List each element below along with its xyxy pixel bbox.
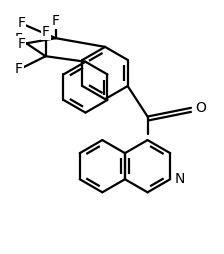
Text: F: F	[15, 62, 23, 76]
Text: N: N	[174, 172, 185, 186]
Text: F: F	[17, 37, 25, 51]
Text: F: F	[52, 14, 60, 28]
Text: O: O	[195, 101, 206, 115]
Text: F: F	[42, 25, 50, 39]
Text: F: F	[17, 16, 25, 30]
Text: F: F	[15, 31, 23, 45]
